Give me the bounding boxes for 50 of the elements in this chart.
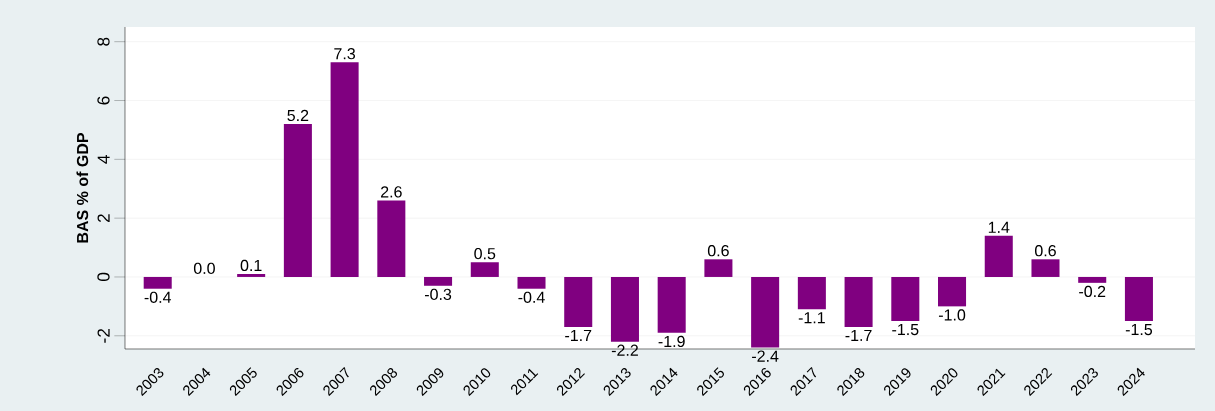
bar xyxy=(891,276,920,322)
y-tick-label: 0 xyxy=(97,272,110,282)
data-label: 0.0 xyxy=(193,262,215,275)
data-label: -2.2 xyxy=(611,344,638,356)
data-label: 0.6 xyxy=(707,245,729,257)
data-label: -1.7 xyxy=(845,329,872,341)
data-label: 0.1 xyxy=(240,259,262,272)
bar xyxy=(1031,259,1060,277)
bar xyxy=(470,262,499,277)
bar xyxy=(751,276,780,348)
bar xyxy=(517,276,546,289)
y-tick-label: 6 xyxy=(97,96,110,105)
data-label: -0.4 xyxy=(518,291,545,303)
data-label: -0.3 xyxy=(424,288,452,301)
bar xyxy=(938,276,967,307)
data-label: -0.4 xyxy=(144,291,172,303)
data-label: 0.5 xyxy=(474,247,496,260)
y-axis-title: BAS % of GDP xyxy=(76,133,89,243)
bar xyxy=(283,124,312,277)
data-label: -1.5 xyxy=(1125,324,1153,336)
y-tick-label: -2 xyxy=(97,328,110,343)
bar xyxy=(704,259,733,277)
bar xyxy=(984,235,1013,277)
data-label: -1.0 xyxy=(938,309,966,321)
bar xyxy=(797,276,826,310)
data-label: -0.2 xyxy=(1079,285,1106,298)
bar xyxy=(657,276,686,333)
bar xyxy=(610,276,639,342)
bar xyxy=(564,276,593,327)
data-label: -1.9 xyxy=(658,335,685,348)
bar xyxy=(237,274,266,277)
bar xyxy=(330,62,359,277)
data-label: 0.6 xyxy=(1034,245,1056,257)
data-label: -1.1 xyxy=(798,312,825,324)
y-tick-label: 2 xyxy=(97,214,110,223)
data-label: -1.7 xyxy=(565,329,592,341)
y-tick-label: 8 xyxy=(97,37,110,46)
y-tick-label: 4 xyxy=(97,155,110,164)
data-label: 5.2 xyxy=(287,109,309,122)
bar xyxy=(143,276,172,289)
data-label: 2.6 xyxy=(381,186,402,198)
bar xyxy=(377,200,406,277)
data-label: -2.4 xyxy=(752,350,779,362)
bar xyxy=(424,276,453,286)
bar xyxy=(844,276,873,327)
data-label: 1.4 xyxy=(988,221,1010,233)
bar xyxy=(1078,276,1107,283)
data-label: 7.3 xyxy=(334,48,356,60)
bar xyxy=(1124,276,1153,322)
data-label: -1.5 xyxy=(892,324,919,336)
